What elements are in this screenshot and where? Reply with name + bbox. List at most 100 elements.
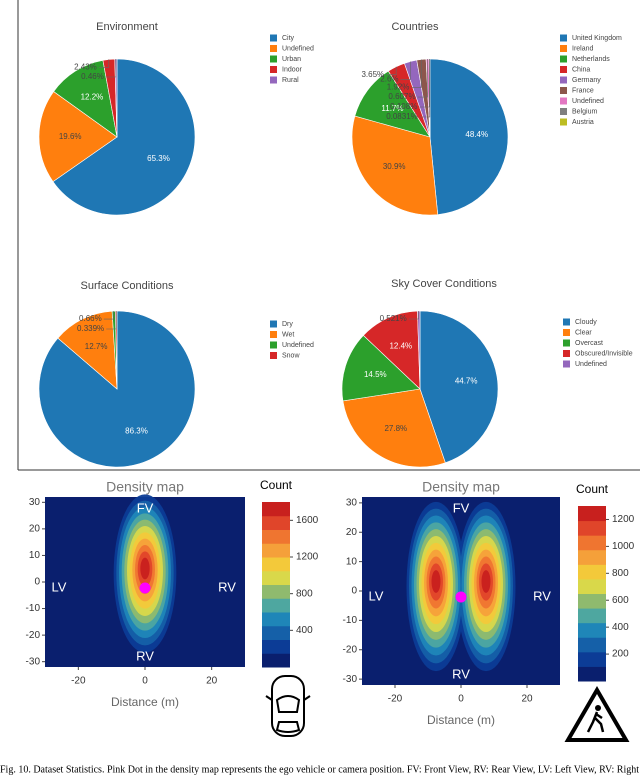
leader-line <box>400 61 411 80</box>
colorbar-band <box>262 639 290 654</box>
view-label: LV <box>52 579 67 594</box>
colorbar-band <box>578 506 606 522</box>
pie-slice <box>57 310 118 390</box>
chart-title: Environment <box>96 21 158 33</box>
chart-title: Density map <box>422 479 500 495</box>
legend-swatch <box>560 87 567 94</box>
y-tick-label: -30 <box>26 656 41 667</box>
legend-swatch <box>563 318 570 326</box>
view-label: FV <box>137 500 154 515</box>
colorbar-band <box>578 622 606 638</box>
slice-label: 1.92% <box>387 83 410 92</box>
leader-line <box>419 59 430 108</box>
colorbar-band <box>262 557 290 572</box>
colorbar-tick-label: 1200 <box>612 514 635 525</box>
colorbar-tick-label: 400 <box>296 625 313 636</box>
legend-swatch <box>270 76 277 84</box>
legend-label: Undefined <box>575 361 607 368</box>
vehicle-dot <box>139 582 151 594</box>
slice-label: 0.0831% <box>386 112 418 121</box>
slice-label: 11.7% <box>381 104 403 113</box>
legend-label: Urban <box>282 56 301 63</box>
colorbar-tick-label: 200 <box>612 649 629 660</box>
view-label: RV <box>218 579 236 594</box>
caption: Fig. 10. Dataset Statistics. Pink Dot in… <box>0 764 640 775</box>
view-label: RV <box>136 648 154 663</box>
y-tick-label: 0 <box>351 586 357 597</box>
density-contour <box>140 557 150 580</box>
slice-label: 27.8% <box>384 424 407 433</box>
x-tick-label: -20 <box>388 694 403 705</box>
legend-label: Austria <box>572 119 594 126</box>
slice-label: 30.9% <box>383 162 406 171</box>
colorbar-tick-label: 1600 <box>296 515 319 526</box>
leader-line <box>411 59 422 88</box>
chart-title: Countries <box>391 21 439 33</box>
y-tick-label: 0 <box>34 577 40 588</box>
x-tick-label: 0 <box>458 694 464 705</box>
colorbar-tick-label: 800 <box>612 568 629 579</box>
car-icon <box>265 675 311 737</box>
y-tick-label: 10 <box>29 550 41 561</box>
density-contour <box>431 570 441 593</box>
colorbar-band <box>262 529 290 544</box>
colorbar-band <box>262 612 290 627</box>
vehicle-dot <box>455 591 467 603</box>
legend-swatch <box>560 76 567 84</box>
colorbar-tick-label: 1000 <box>612 541 635 552</box>
y-tick-label: -10 <box>343 615 358 626</box>
slice-label: 12.7% <box>85 342 108 351</box>
leader-line <box>105 59 117 78</box>
colorbar-band <box>578 578 606 594</box>
legend-swatch <box>270 320 277 328</box>
y-tick-label: 20 <box>29 524 41 535</box>
legend-label: Dry <box>282 321 293 328</box>
slice-label: 14.5% <box>364 370 387 379</box>
pedestrian-icon <box>564 686 630 742</box>
colorbar-tick-label: 600 <box>612 595 629 606</box>
legend-swatch <box>563 339 570 347</box>
legend-swatch <box>560 34 567 42</box>
legend-label: Netherlands <box>572 56 610 63</box>
legend-label: Snow <box>282 352 300 359</box>
y-tick-label: 30 <box>346 498 358 509</box>
view-label: RV <box>533 588 551 603</box>
pie-slice <box>429 58 509 215</box>
colorbar-band <box>578 535 606 551</box>
legend-swatch <box>270 34 277 42</box>
legend-swatch <box>560 108 567 115</box>
slice-label: 19.6% <box>59 132 82 141</box>
slice-label: 0.607% <box>388 92 415 101</box>
view-label: RV <box>452 666 470 681</box>
colorbar-band <box>262 570 290 585</box>
legend-swatch <box>563 360 570 368</box>
pie-slice <box>52 58 196 216</box>
colorbar-band <box>262 515 290 530</box>
leader-line <box>98 59 110 68</box>
colorbar-band <box>578 651 606 667</box>
pie-slice <box>419 310 499 464</box>
legend-label: Clear <box>575 329 592 336</box>
density-contour <box>481 570 491 593</box>
leader-line <box>408 311 420 320</box>
x-tick-label: -20 <box>71 676 86 687</box>
legend-label: Undefined <box>572 98 604 105</box>
legend-swatch <box>560 55 567 63</box>
legend-label: Obscured/Invisible <box>575 350 633 357</box>
legend-swatch <box>560 45 567 52</box>
slice-label: 2.43% <box>74 63 97 72</box>
chart-title: Sky Cover Conditions <box>391 278 497 290</box>
legend-swatch <box>563 350 570 357</box>
pie-slice <box>53 59 118 138</box>
legend-label: City <box>282 35 295 42</box>
y-tick-label: 10 <box>346 556 358 567</box>
pie-slice <box>38 91 118 183</box>
leader-line <box>419 59 431 118</box>
pie-slice <box>351 115 439 216</box>
legend-swatch <box>270 55 277 63</box>
colorbar-title: Count <box>260 478 293 492</box>
view-label: LV <box>369 588 384 603</box>
colorbar-band <box>578 608 606 624</box>
y-tick-label: 30 <box>29 497 41 508</box>
